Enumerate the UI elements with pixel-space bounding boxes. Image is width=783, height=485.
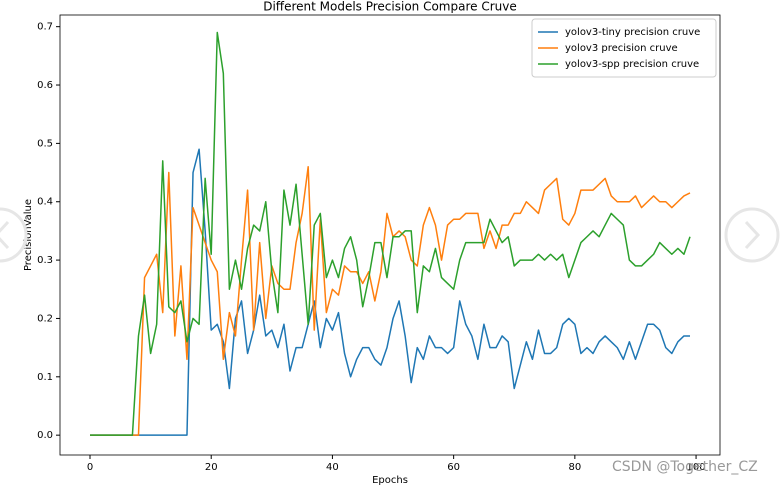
x-axis-label: Epochs	[372, 475, 408, 485]
legend-box	[531, 18, 717, 78]
x-tick-label: 20	[205, 462, 218, 473]
line-series	[90, 31, 691, 436]
plot-frame	[59, 14, 721, 456]
prev-arrow[interactable]	[0, 207, 28, 263]
x-tick-label: 80	[568, 462, 581, 473]
prev-arrow-icon	[0, 220, 10, 250]
legend-label: yolov3-tiny precision cruve	[565, 27, 700, 38]
y-tick-label: 0.6	[37, 80, 53, 91]
y-tick-label: 0.7	[37, 22, 53, 33]
x-tick-label: 40	[326, 462, 339, 473]
plot-area: 0 20 40 60 80 100 0.0 0.1 0.2 0.3 0.4 0.5 0.6 0.7 yolo…	[37, 14, 721, 473]
legend-label: yolov3-spp precision cruve	[565, 59, 699, 70]
y-tick-label: 0.4	[37, 197, 53, 208]
y-tick-label: 0.1	[37, 372, 53, 383]
watermark: CSDN @Together_CZ	[612, 459, 758, 475]
x-tick-label: 60	[447, 462, 460, 473]
next-arrow[interactable]	[724, 207, 780, 263]
line-series	[90, 148, 690, 436]
x-tick-label: 100	[687, 462, 706, 473]
y-tick-label: 0.3	[37, 255, 53, 266]
y-tick-label: 0.2	[37, 313, 53, 324]
chart-title: Different Models Precision Compare Cruve	[263, 0, 517, 14]
y-tick-label: 0.5	[37, 138, 53, 149]
legend-label: yolov3 precision cruve	[565, 43, 678, 54]
x-tick-label: 0	[87, 462, 93, 473]
y-tick-label: 0.0	[37, 430, 53, 441]
y-axis-label: PrecisionValue	[23, 199, 34, 271]
line-series	[90, 165, 691, 436]
next-arrow-icon	[744, 220, 761, 250]
